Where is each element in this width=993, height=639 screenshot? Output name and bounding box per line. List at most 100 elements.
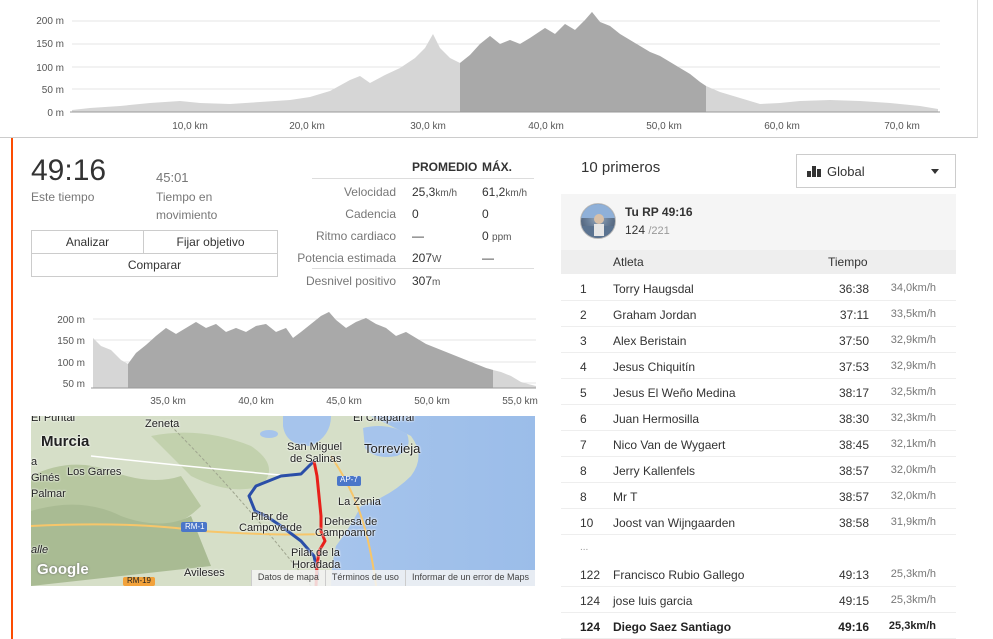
athlete-link[interactable]: Torry Haugsdal bbox=[613, 282, 694, 296]
map-label-pilar-2: Campoverde bbox=[239, 522, 302, 534]
leaderboard-row[interactable]: 124 jose luis garcia 49:15 25,3km/h bbox=[561, 587, 956, 613]
y-tick-label: 150 m bbox=[36, 39, 64, 50]
rank-cell: 124 bbox=[580, 594, 601, 608]
map-label-rm19: RM-19 bbox=[127, 576, 152, 585]
time-cell: 37:50 bbox=[838, 334, 869, 348]
speed-cell: 25,3km/h bbox=[888, 620, 936, 632]
time-cell: 38:17 bbox=[838, 386, 869, 400]
map-data-link[interactable]: Datos de mapa bbox=[250, 570, 325, 586]
google-logo: Google bbox=[37, 561, 89, 578]
map-terms-link[interactable]: Términos de uso bbox=[324, 570, 405, 586]
pr-rank-line: 124 /221 bbox=[625, 223, 670, 237]
athlete-link[interactable]: jose luis garcia bbox=[613, 594, 693, 608]
time-cell: 49:13 bbox=[838, 568, 869, 582]
athlete-link[interactable]: Graham Jordan bbox=[613, 308, 697, 322]
stats-divider bbox=[312, 178, 534, 179]
leaderboard-row[interactable]: 8 Mr T 38:57 32,0km/h bbox=[561, 483, 956, 509]
y-tick-label: 50 m bbox=[63, 379, 85, 390]
map-label-pilar-1: Pilar de bbox=[251, 511, 289, 523]
route-map[interactable]: El Puntal Zeneta Murcia a Los Garres Gin… bbox=[31, 416, 535, 586]
athlete-link[interactable]: Nico Van de Wygaert bbox=[613, 438, 726, 452]
map-label-ap7: AP-7 bbox=[340, 475, 358, 484]
rank-cell: 2 bbox=[580, 308, 587, 322]
x-tick-label: 55,0 km bbox=[502, 396, 538, 407]
leaderboard-row[interactable]: 7 Nico Van de Wygaert 38:45 32,1km/h bbox=[561, 431, 956, 457]
leaderboard-row[interactable]: 2 Graham Jordan 37:11 33,5km/h bbox=[561, 301, 956, 327]
map-label-los-garres: Los Garres bbox=[67, 466, 122, 478]
y-tick-label: 100 m bbox=[57, 358, 85, 369]
speed-cell: 32,3km/h bbox=[890, 412, 936, 424]
athlete-link[interactable]: Alex Beristain bbox=[613, 334, 687, 348]
rank-cell: 8 bbox=[580, 464, 587, 478]
stat-label: Cadencia bbox=[345, 207, 396, 221]
x-tick-label: 50,0 km bbox=[646, 121, 682, 132]
segment-elevation-highlight bbox=[128, 312, 493, 388]
stat-row-heart-rate: Ritmo cardiaco — 0 ppm bbox=[296, 229, 536, 251]
rank-cell: 3 bbox=[580, 334, 587, 348]
rank-cell: 10 bbox=[580, 516, 594, 530]
map-label-rm1: RM-1 bbox=[185, 522, 205, 531]
leaderboard-title: 10 primeros bbox=[581, 159, 661, 176]
route-line-blue bbox=[247, 459, 320, 577]
map-report-link[interactable]: Informar de un error de Maps bbox=[404, 570, 535, 586]
speed-cell: 32,0km/h bbox=[890, 490, 936, 502]
leaderboard-row[interactable]: 8 Jerry Kallenfels 38:57 32,0km/h bbox=[561, 457, 956, 483]
athlete-link[interactable]: Mr T bbox=[613, 490, 638, 504]
stat-avg: 0 bbox=[412, 207, 419, 221]
time-header: Tiempo bbox=[828, 255, 868, 269]
stat-max: 0 bbox=[482, 207, 489, 221]
stat-row-cadence: Cadencia 0 0 bbox=[296, 207, 536, 229]
speed-cell: 33,5km/h bbox=[890, 308, 936, 320]
leaderboard-row[interactable]: 6 Juan Hermosilla 38:30 32,3km/h bbox=[561, 405, 956, 431]
stat-avg: — bbox=[412, 229, 424, 243]
athlete-link[interactable]: Jerry Kallenfels bbox=[613, 464, 696, 478]
stat-avg: 307m bbox=[412, 274, 441, 288]
athlete-link[interactable]: Joost van Wijngaarden bbox=[613, 516, 736, 530]
map-label-torrevieja: Torrevieja bbox=[364, 441, 421, 456]
compare-button[interactable]: Comparar bbox=[31, 253, 278, 277]
athlete-header: Atleta bbox=[613, 255, 644, 269]
stat-label: Velocidad bbox=[343, 185, 396, 199]
leaderboard-row[interactable]: 3 Alex Beristain 37:50 32,9km/h bbox=[561, 327, 956, 353]
rank-cell: 7 bbox=[580, 438, 587, 452]
speed-cell: 32,1km/h bbox=[890, 438, 936, 450]
stat-row-power: Potencia estimada 207W — bbox=[296, 251, 536, 273]
segment-elevation-profile[interactable]: 200 m 150 m 100 m 50 m 35,0 km 40,0 km 45,0 k… bbox=[31, 298, 546, 410]
max-header: MÁX. bbox=[482, 160, 512, 174]
map-label-avileses: Avileses bbox=[184, 567, 225, 579]
leaderboard-row[interactable]: 10 Joost van Wijngaarden 38:58 31,9km/h bbox=[561, 509, 956, 535]
rank-cell: 6 bbox=[580, 412, 587, 426]
rank-cell: 124 bbox=[580, 620, 601, 634]
athlete-link[interactable]: Jesus El Weño Medina bbox=[613, 386, 736, 400]
map-label-murcia: Murcia bbox=[41, 433, 90, 450]
stat-avg: 25,3km/h bbox=[412, 185, 458, 199]
moving-time: 45:01 bbox=[156, 170, 189, 185]
speed-cell: 34,0km/h bbox=[890, 282, 936, 294]
speed-cell: 32,0km/h bbox=[890, 464, 936, 476]
time-cell: 37:53 bbox=[838, 360, 869, 374]
time-cell: 38:58 bbox=[838, 516, 869, 530]
athlete-link[interactable]: Juan Hermosilla bbox=[613, 412, 700, 426]
speed-cell: 32,9km/h bbox=[890, 334, 936, 346]
rank-cell: 8 bbox=[580, 490, 587, 504]
leaderboard-row[interactable]: 1 Torry Haugsdal 36:38 34,0km/h bbox=[561, 275, 956, 301]
athlete-link[interactable]: Francisco Rubio Gallego bbox=[613, 568, 745, 582]
athlete-link[interactable]: Diego Saez Santiago bbox=[613, 620, 732, 634]
personal-record-panel: Tu RP 49:16 124 /221 bbox=[561, 194, 956, 250]
analyze-button[interactable]: Analizar bbox=[31, 230, 144, 254]
leaderboard-filter-select[interactable]: Global bbox=[796, 154, 956, 188]
y-tick-label: 50 m bbox=[42, 85, 64, 96]
athlete-link[interactable]: Jesus Chiquitín bbox=[613, 360, 696, 374]
leaderboard-row[interactable]: 124 Diego Saez Santiago 49:16 25,3km/h bbox=[561, 613, 956, 639]
moving-time-label-2: movimiento bbox=[156, 208, 218, 222]
leaderboard-row[interactable]: 5 Jesus El Weño Medina 38:17 32,5km/h bbox=[561, 379, 956, 405]
activity-elevation-profile[interactable]: 200 m 150 m 100 m 50 m 0 m 10,0 km 20,0 km 30,… bbox=[0, 0, 978, 138]
leaderboard-row[interactable]: 4 Jesus Chiquitín 37:53 32,9km/h bbox=[561, 353, 956, 379]
rank-cell: 122 bbox=[580, 568, 601, 582]
leaderboard-header: Atleta Tiempo bbox=[561, 250, 956, 274]
avatar[interactable] bbox=[580, 203, 616, 239]
leaderboard-row[interactable]: 122 Francisco Rubio Gallego 49:13 25,3km/h bbox=[561, 561, 956, 587]
speed-cell: 25,3km/h bbox=[890, 594, 936, 606]
map-label-san-miguel-2: de Salinas bbox=[290, 453, 342, 465]
set-goal-button[interactable]: Fijar objetivo bbox=[143, 230, 278, 254]
